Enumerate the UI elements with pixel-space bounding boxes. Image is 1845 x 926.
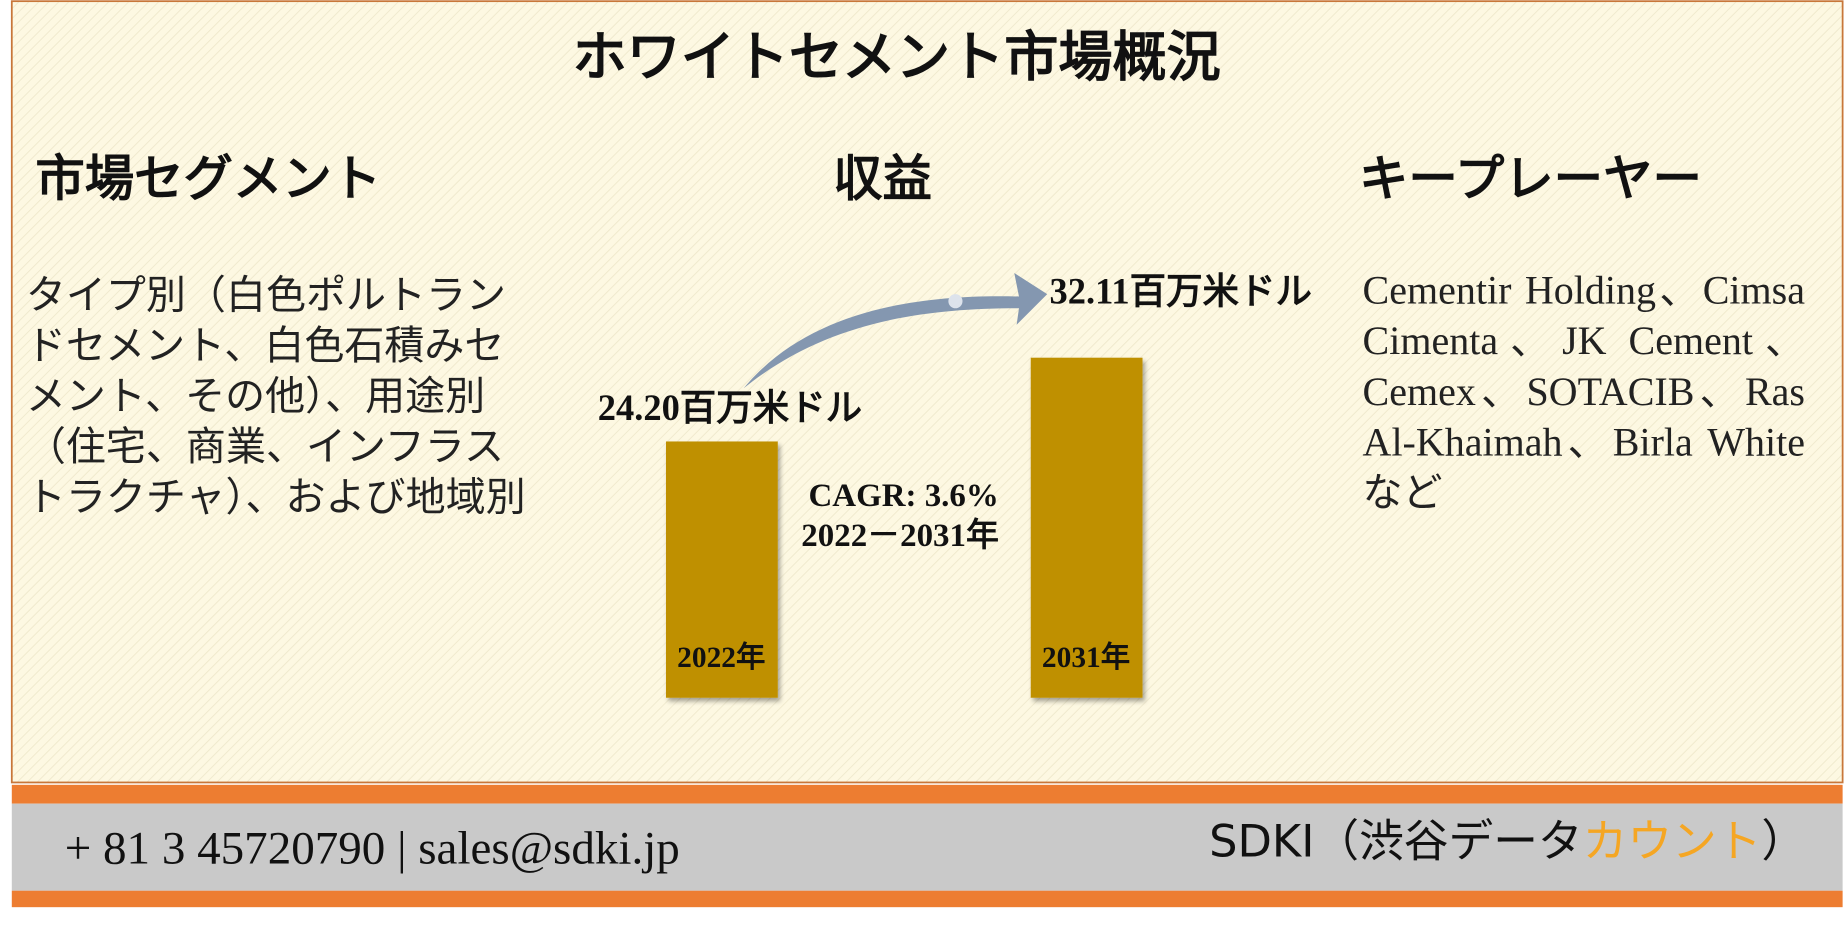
- segments-heading: 市場セグメント: [35, 151, 381, 206]
- footer: [11, 803, 1843, 891]
- brand-end: ）: [1761, 815, 1806, 868]
- growth-arrow: [743, 272, 1048, 389]
- footer-stripe: [11, 890, 1843, 908]
- bar-year: 2031年: [1042, 641, 1130, 674]
- players-heading: キープレーヤー: [1359, 151, 1702, 206]
- arrow-dot: [948, 294, 963, 309]
- brand: SDKI（渋谷データカウント）: [1209, 815, 1806, 868]
- players-box: Cementir Holding、Cimsa Cimenta、JK Cement…: [1362, 269, 1805, 516]
- bar: [665, 441, 778, 698]
- brand-name: SDKI（渋谷データ: [1209, 815, 1583, 868]
- contact: + 81 3 45720790 | sales@sdki.jp: [65, 823, 680, 875]
- bar-value-label: 24.20百万米ドル: [598, 388, 862, 428]
- segments-box: タイプ別（白色ポルトランドセメント、白色石積みセメント、その他）、用途別（住宅、…: [25, 274, 526, 521]
- cagr: CAGR: 3.6%: [809, 478, 999, 514]
- segments-text: タイプ別（白色ポルトランドセメント、白色石積みセメント、その他）、用途別（住宅、…: [25, 274, 526, 521]
- panel: [10, 0, 1844, 784]
- bar-value-label: 32.11百万米ドル: [1050, 272, 1312, 312]
- bar-year: 2022年: [677, 641, 765, 674]
- cagr-period: 2022－2031年: [801, 517, 999, 554]
- bar: [1030, 357, 1143, 698]
- footer-stripe: [11, 784, 1843, 804]
- brand-highlight: カウント: [1583, 815, 1762, 868]
- players-text: Cementir Holding、Cimsa Cimenta、JK Cement…: [1362, 269, 1805, 516]
- title: ホワイトセメント市場概況: [572, 27, 1220, 87]
- revenue-heading: 収益: [833, 151, 932, 206]
